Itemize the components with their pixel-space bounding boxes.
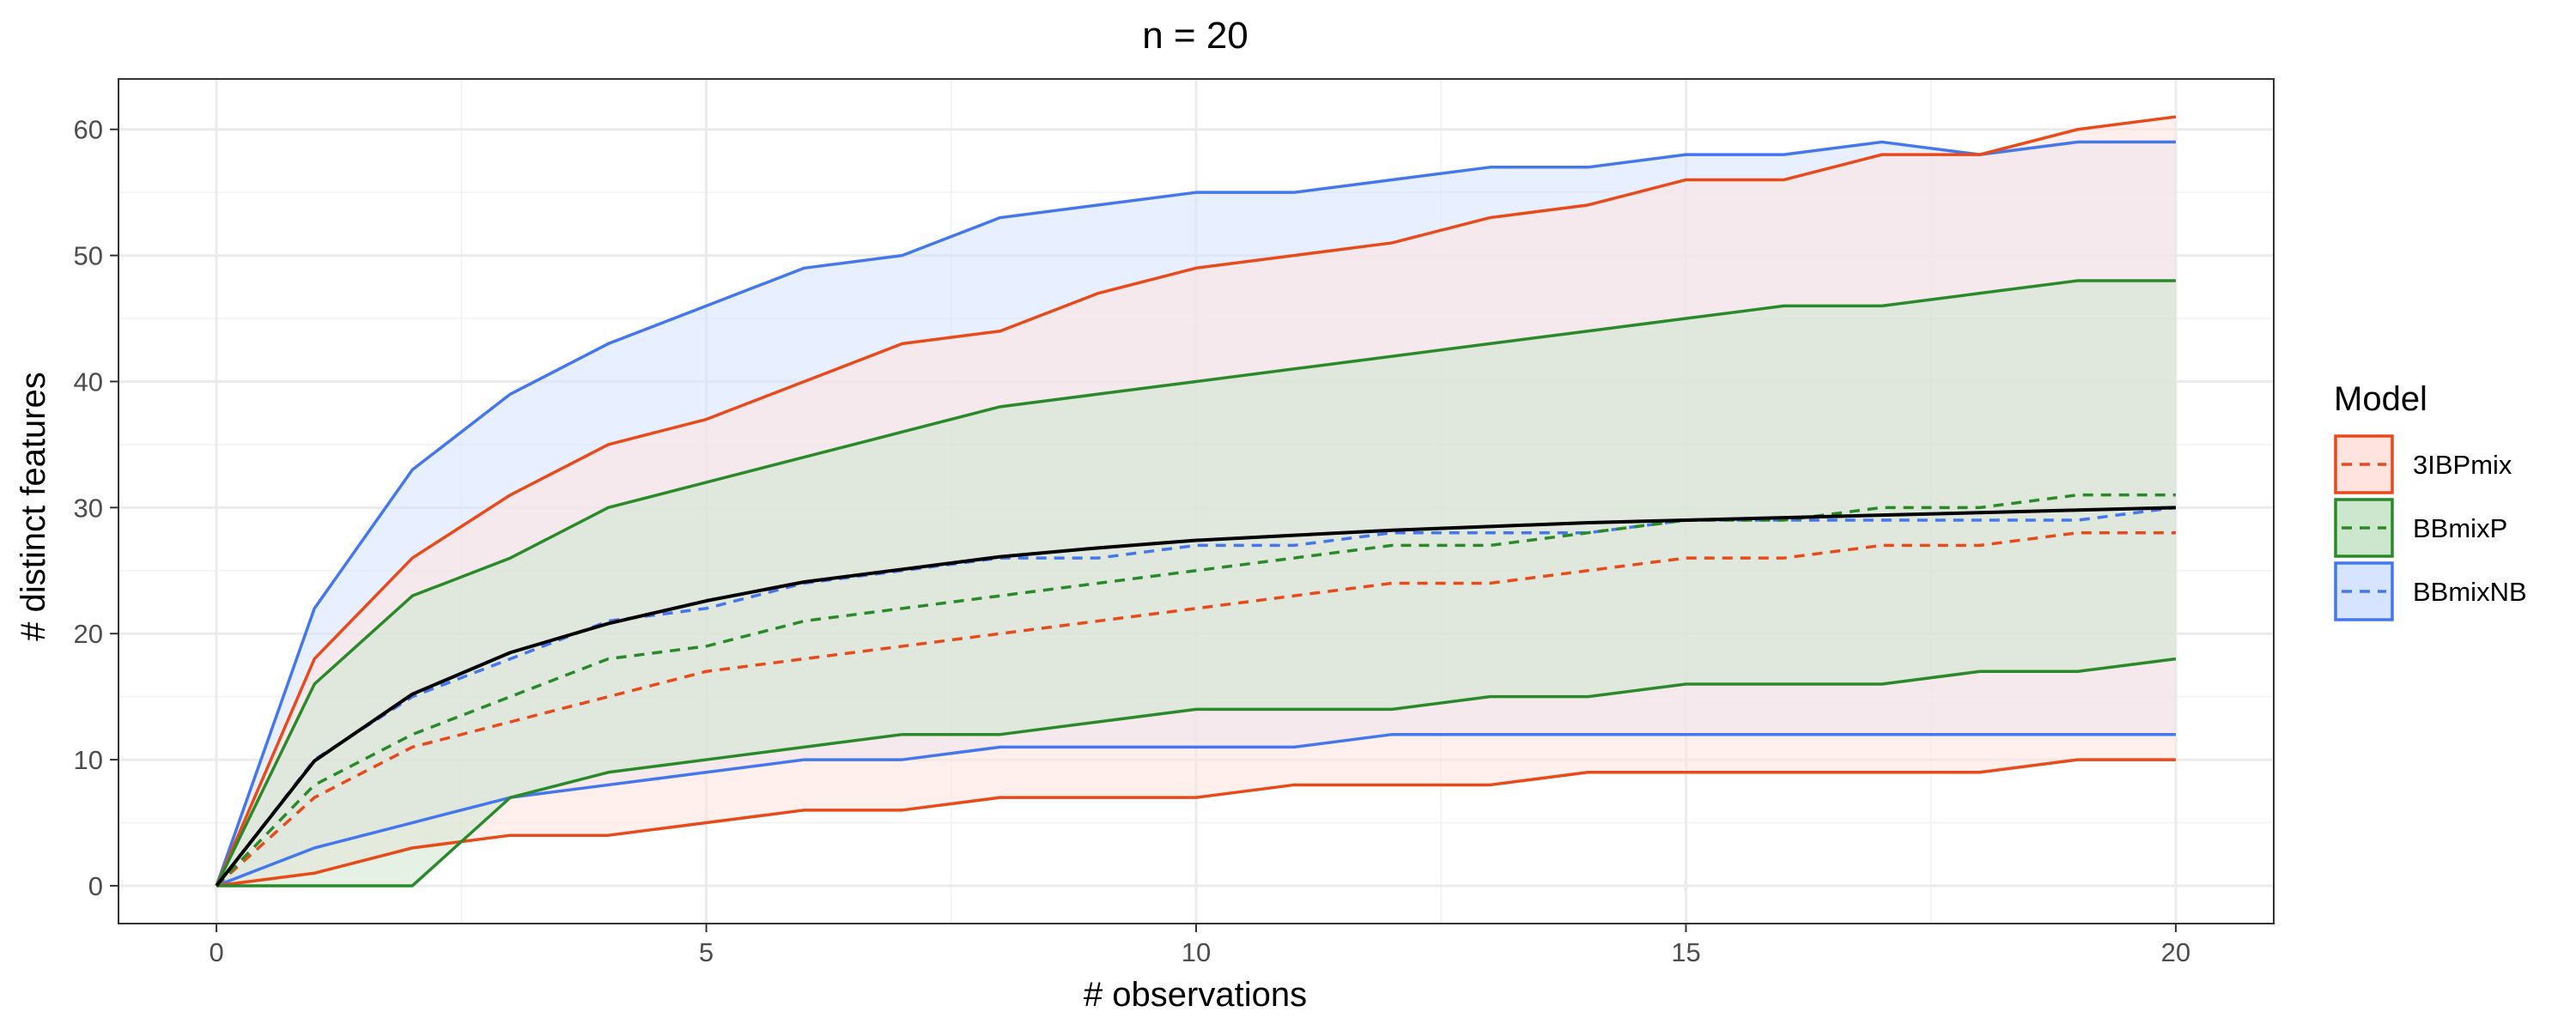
- legend-item-bbmixnb: BBmixNB: [2334, 561, 2527, 621]
- line-lower-bbmixp: [216, 657, 2177, 888]
- line-upper-bbmixp: [215, 279, 2176, 887]
- line-lower-3ibpmix: [216, 758, 2176, 888]
- line-lower-bbmixnb: [216, 732, 2176, 888]
- x-tick-label: 0: [209, 937, 223, 967]
- x-tick-label: 20: [2161, 937, 2190, 967]
- legend-item-3ibpmix: 3IBPmix: [2334, 434, 2512, 494]
- axes: 0 5 10 15 20 0 10 20 30 40 50 60: [74, 115, 2191, 967]
- y-tick-label: 50: [74, 241, 103, 271]
- line-upper-bbmixnb: [215, 140, 2176, 887]
- x-tick-label: 5: [699, 937, 714, 967]
- y-tick-label: 30: [74, 493, 103, 523]
- legend-label: BBmixNB: [2413, 577, 2527, 607]
- x-tick-label: 15: [1671, 937, 1700, 967]
- confidence-bands: [216, 117, 2176, 886]
- y-axis-title: # distinct features: [15, 372, 52, 641]
- legend: Model 3IBPmix BBmixP BBmixNB: [2334, 380, 2527, 621]
- y-tick-label: 20: [74, 619, 103, 649]
- legend-items: 3IBPmix BBmixP BBmixNB: [2334, 434, 2527, 621]
- band-bbmixp: [216, 280, 2176, 886]
- y-tick-label: 0: [88, 871, 103, 901]
- series-lines: [215, 115, 2177, 888]
- y-tick-label: 60: [74, 115, 103, 145]
- line-observed: [215, 506, 2176, 888]
- chart-title: n = 20: [1142, 15, 1249, 57]
- line-mean-bbmixp: [215, 493, 2176, 888]
- x-tick-label: 10: [1182, 937, 1211, 967]
- legend-item-bbmixp: BBmixP: [2334, 498, 2507, 558]
- legend-title: Model: [2334, 380, 2427, 418]
- legend-label: BBmixP: [2413, 513, 2507, 543]
- line-mean-bbmixnb: [215, 506, 2177, 888]
- x-axis-title: # observations: [1084, 976, 1307, 1014]
- line-mean-3ibpmix: [215, 530, 2176, 888]
- y-tick-label: 10: [74, 745, 103, 775]
- legend-label: 3IBPmix: [2413, 450, 2512, 480]
- y-tick-label: 40: [74, 367, 103, 397]
- line-upper-3ibpmix: [215, 115, 2177, 887]
